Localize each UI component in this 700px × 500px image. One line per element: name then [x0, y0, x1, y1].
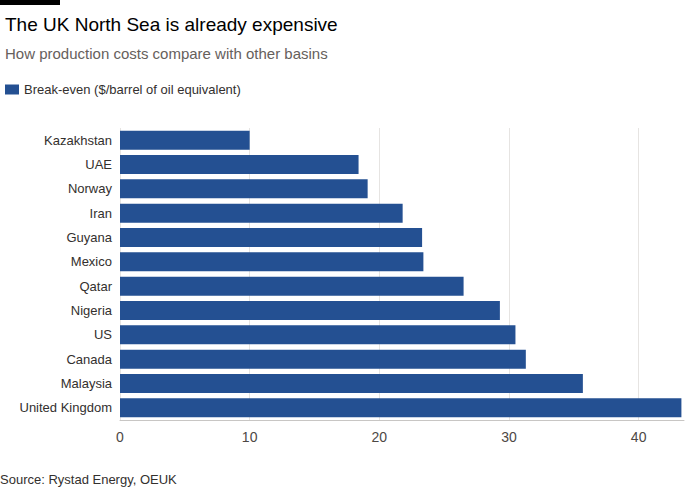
svg-text:Guyana: Guyana	[66, 230, 112, 245]
svg-text:US: US	[94, 327, 112, 342]
svg-text:Qatar: Qatar	[79, 279, 112, 294]
svg-text:UAE: UAE	[85, 157, 112, 172]
svg-text:The UK North Sea is already ex: The UK North Sea is already expensive	[5, 14, 338, 35]
svg-text:20: 20	[372, 429, 388, 445]
svg-text:How production costs compare w: How production costs compare with other …	[5, 45, 328, 62]
svg-text:Canada: Canada	[66, 352, 112, 367]
svg-text:Kazakhstan: Kazakhstan	[44, 133, 112, 148]
svg-text:Nigeria: Nigeria	[71, 303, 113, 318]
svg-text:0: 0	[116, 429, 124, 445]
svg-text:Break-even ($/barrel of oil eq: Break-even ($/barrel of oil equivalent)	[24, 82, 241, 97]
svg-text:Malaysia: Malaysia	[61, 376, 113, 391]
svg-text:Norway: Norway	[68, 181, 113, 196]
svg-text:Source: Rystad Energy, OEUK: Source: Rystad Energy, OEUK	[0, 472, 177, 487]
svg-text:Iran: Iran	[90, 206, 112, 221]
svg-text:United Kingdom: United Kingdom	[20, 400, 113, 415]
svg-text:Mexico: Mexico	[71, 254, 112, 269]
svg-text:10: 10	[242, 429, 258, 445]
svg-text:30: 30	[501, 429, 517, 445]
svg-text:40: 40	[631, 429, 647, 445]
